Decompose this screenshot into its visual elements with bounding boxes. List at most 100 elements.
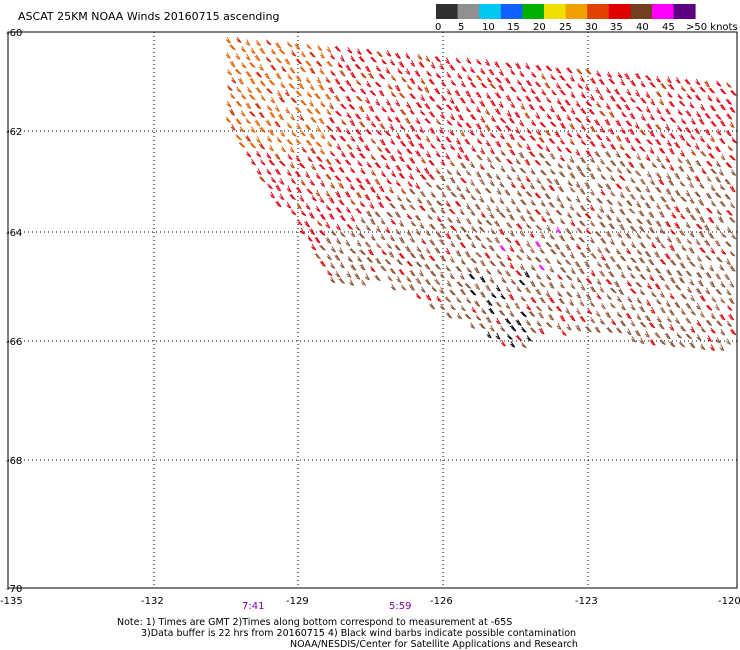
wind-barb [727, 305, 733, 311]
wind-barb [638, 146, 646, 152]
wind-barb [715, 160, 721, 168]
wind-barbs [225, 36, 737, 352]
wind-barb [248, 61, 256, 68]
wind-barb [519, 135, 526, 142]
wind-barb [554, 130, 561, 138]
wind-barb [690, 326, 696, 333]
wind-barb [446, 71, 452, 78]
wind-barb [326, 46, 332, 53]
wind-barb [604, 118, 611, 126]
wind-barb [250, 47, 256, 55]
wind-barb [453, 105, 460, 113]
wind-barb [387, 275, 393, 282]
wind-barb [534, 81, 542, 88]
wind-barb [630, 272, 636, 279]
wind-barb [435, 231, 442, 238]
wind-barb [665, 156, 671, 163]
wind-barb [557, 273, 563, 280]
wind-barb [359, 249, 366, 256]
wind-barb [350, 214, 356, 222]
wind-barb [515, 319, 522, 326]
wind-barb [545, 290, 551, 298]
wind-barb [529, 327, 537, 334]
wind-barb [435, 168, 441, 175]
wind-barb [589, 188, 595, 196]
wind-barb [488, 244, 495, 252]
wind-barb [689, 214, 696, 221]
wind-barb [420, 286, 426, 293]
wind-barb [318, 83, 325, 91]
wind-barb [659, 227, 666, 235]
wind-barb [449, 272, 455, 280]
wind-barb [485, 92, 491, 100]
wind-barb [455, 216, 461, 224]
wind-barb [711, 296, 717, 303]
wind-barb [551, 89, 557, 96]
wind-barb [648, 194, 655, 202]
wind-barb [585, 68, 592, 75]
wind-barb [619, 223, 625, 231]
wind-barb [564, 99, 571, 106]
wind-barb [416, 293, 422, 300]
wind-barb [345, 79, 352, 87]
wind-barb [376, 51, 383, 58]
wind-barb [346, 223, 353, 230]
wind-barb [470, 209, 476, 216]
wind-barb [529, 280, 536, 288]
wind-barb [598, 78, 605, 86]
wind-barb [430, 143, 436, 149]
wind-barb [507, 333, 513, 340]
wind-barb [585, 116, 591, 123]
wind-barb [649, 339, 656, 346]
wind-barb [414, 133, 422, 141]
wind-barb [634, 329, 641, 337]
wind-barb [349, 71, 356, 79]
wind-barb [654, 267, 662, 274]
wind-barb [589, 77, 596, 85]
wind-barb [381, 106, 387, 113]
wind-barb [387, 116, 393, 123]
wind-barb [596, 261, 603, 268]
wind-barb [506, 158, 513, 165]
wind-barb [385, 226, 391, 234]
legend-swatch [608, 4, 631, 19]
wind-barb [254, 119, 261, 127]
wind-barb [525, 240, 531, 248]
wind-barb [229, 44, 236, 51]
wind-barb [286, 169, 292, 177]
wind-barb [311, 195, 317, 202]
lat-label-68: -68 [6, 456, 22, 467]
wind-barb [398, 92, 406, 99]
wind-barb [655, 124, 662, 131]
wind-barb [528, 215, 536, 222]
wind-barb [674, 205, 681, 213]
wind-barb [347, 256, 353, 263]
wind-barb [544, 129, 551, 137]
wind-barb [629, 79, 636, 87]
wind-barb [379, 138, 386, 146]
wind-barb [484, 124, 491, 131]
wind-barb [258, 143, 266, 150]
wind-barb [325, 158, 332, 166]
wind-barb [399, 203, 406, 211]
wind-barb [690, 149, 697, 156]
wind-barb [428, 78, 435, 85]
wind-barb [289, 146, 295, 153]
wind-barb [681, 118, 687, 125]
wind-barb [425, 229, 431, 237]
wind-barb [545, 209, 551, 216]
wind-barb [526, 127, 532, 135]
wind-barb [526, 254, 532, 261]
wind-barb [579, 188, 586, 195]
wind-barb [686, 286, 692, 294]
wind-barb [465, 90, 471, 98]
wind-barb [640, 80, 646, 88]
wind-barb [241, 62, 247, 69]
wind-barb [520, 295, 527, 302]
wind-barb [456, 152, 462, 160]
wind-barb [499, 197, 505, 205]
wind-barb [440, 207, 446, 214]
wind-barb [426, 199, 433, 206]
wind-barb [399, 140, 407, 147]
wind-barb [669, 293, 675, 300]
